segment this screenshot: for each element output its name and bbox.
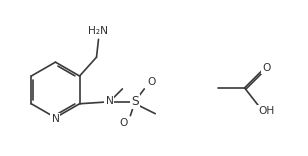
Text: N: N [106, 96, 113, 106]
Text: O: O [119, 118, 128, 128]
Text: S: S [132, 95, 139, 108]
Text: N: N [51, 114, 59, 124]
Text: O: O [147, 77, 156, 87]
Text: H₂N: H₂N [87, 26, 107, 36]
Text: OH: OH [258, 106, 275, 116]
Text: O: O [262, 63, 271, 73]
